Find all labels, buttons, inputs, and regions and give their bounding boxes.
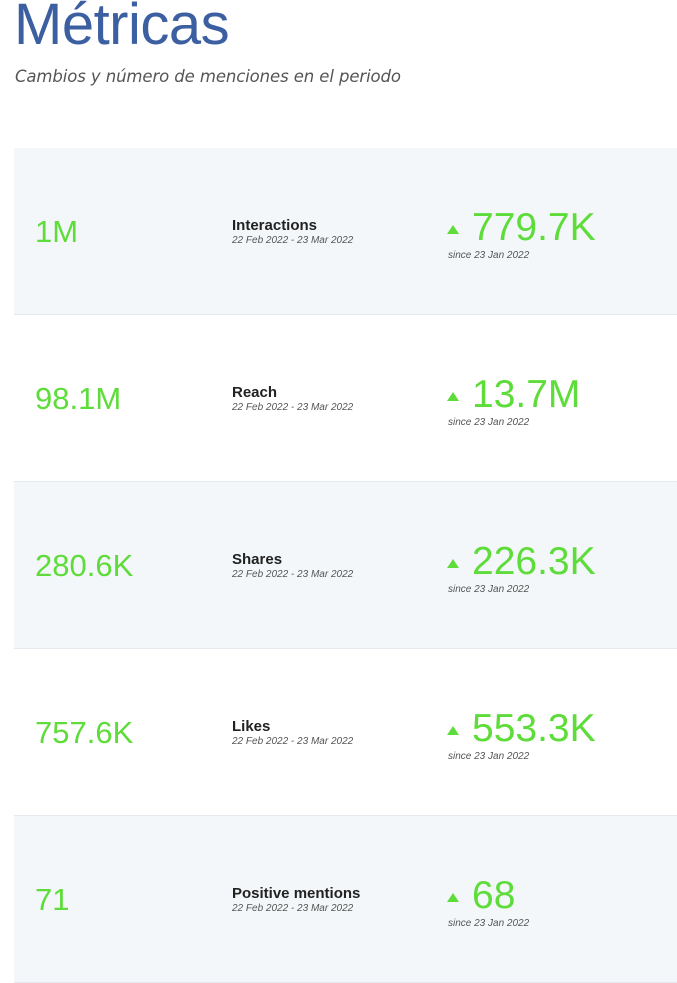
metrics-list: 1M Interactions 22 Feb 2022 - 23 Mar 202… [14, 148, 677, 983]
metric-change-value: 779.7K [472, 206, 596, 249]
triangle-up-icon [447, 558, 459, 568]
metric-label: Likes [232, 718, 271, 735]
triangle-up-icon [447, 391, 459, 401]
metric-since: since 23 Jan 2022 [448, 250, 530, 261]
metric-change-value: 68 [472, 874, 516, 917]
metric-change-value: 553.3K [472, 707, 596, 750]
metric-label: Reach [232, 384, 278, 401]
metric-value: 280.6K [35, 548, 134, 583]
metric-period: 22 Feb 2022 - 23 Mar 2022 [232, 903, 354, 914]
metric-change-value: 13.7M [472, 373, 581, 416]
metric-change: 553.3K [447, 707, 596, 751]
metric-change: 68 [447, 874, 515, 918]
metric-row-reach: 98.1M Reach 22 Feb 2022 - 23 Mar 2022 13… [14, 315, 677, 482]
metric-period: 22 Feb 2022 - 23 Mar 2022 [232, 402, 354, 413]
metric-since: since 23 Jan 2022 [448, 918, 530, 929]
metric-label: Positive mentions [232, 885, 361, 902]
metric-period: 22 Feb 2022 - 23 Mar 2022 [232, 736, 354, 747]
metric-value: 98.1M [35, 381, 122, 416]
metric-row-shares: 280.6K Shares 22 Feb 2022 - 23 Mar 2022 … [14, 482, 677, 649]
metric-row-interactions: 1M Interactions 22 Feb 2022 - 23 Mar 202… [14, 148, 677, 315]
metric-value: 71 [35, 882, 70, 917]
triangle-up-icon [447, 224, 459, 234]
metric-row-likes: 757.6K Likes 22 Feb 2022 - 23 Mar 2022 5… [14, 649, 677, 816]
triangle-up-icon [447, 725, 459, 735]
page-title: Métricas [14, 0, 230, 57]
metric-change: 226.3K [447, 540, 596, 584]
metric-period: 22 Feb 2022 - 23 Mar 2022 [232, 569, 354, 580]
metric-value: 1M [35, 214, 79, 249]
metric-label: Interactions [232, 217, 318, 234]
metric-since: since 23 Jan 2022 [448, 417, 530, 428]
metric-since: since 23 Jan 2022 [448, 751, 530, 762]
metric-period: 22 Feb 2022 - 23 Mar 2022 [232, 235, 354, 246]
triangle-up-icon [447, 892, 459, 902]
metric-label: Shares [232, 551, 283, 568]
metric-since: since 23 Jan 2022 [448, 584, 530, 595]
page-subtitle: Cambios y número de menciones en el peri… [15, 67, 401, 86]
metric-change-value: 226.3K [472, 540, 596, 583]
metric-change: 13.7M [447, 373, 580, 417]
metric-change: 779.7K [447, 206, 596, 250]
metric-value: 757.6K [35, 715, 134, 750]
metric-row-positive-mentions: 71 Positive mentions 22 Feb 2022 - 23 Ma… [14, 816, 677, 983]
